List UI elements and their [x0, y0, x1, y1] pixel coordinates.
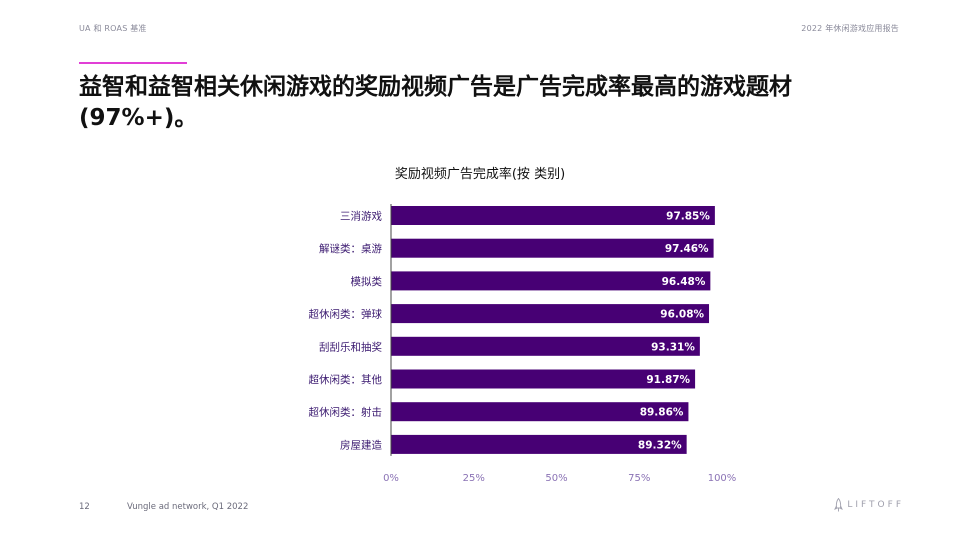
- x-tick-label: 50%: [545, 473, 567, 484]
- category-label: 超休闲类：射击: [309, 406, 383, 419]
- category-label: 三消游戏: [340, 210, 382, 223]
- header-section-label: UA 和 ROAS 基准: [79, 24, 147, 33]
- category-label: 超休闲类：弹球: [309, 308, 383, 321]
- value-label: 97.85%: [666, 211, 710, 223]
- category-label: 超休闲类：其他: [309, 373, 383, 386]
- value-label: 91.87%: [646, 374, 690, 386]
- value-label: 97.46%: [665, 243, 709, 255]
- bar: [391, 336, 700, 356]
- slide-title: 益智和益智相关休闲游戏的奖励视频广告是广告完成率最高的游戏题材 (97%+)。: [79, 74, 792, 131]
- category-label: 解谜类：桌游: [319, 242, 382, 255]
- liftoff-logo: LIFTOFF: [834, 498, 904, 512]
- bar: [391, 369, 696, 389]
- value-label: 96.08%: [660, 309, 704, 321]
- category-label: 模拟类: [351, 275, 383, 288]
- value-label: 89.32%: [638, 439, 682, 451]
- header-report-title: 2022 年休闲游戏应用报告: [801, 24, 899, 33]
- footer-source: Vungle ad network, Q1 2022: [127, 502, 249, 512]
- x-tick-label: 0%: [383, 473, 399, 484]
- value-label: 89.86%: [640, 407, 684, 419]
- bar: [391, 238, 714, 258]
- chart-title: 奖励视频广告完成率(按 类别): [394, 167, 566, 182]
- bar: [391, 402, 689, 422]
- title-accent-line: [79, 62, 187, 64]
- bar: [391, 206, 715, 225]
- page-number: 12: [79, 502, 90, 512]
- x-tick-label: 25%: [463, 473, 485, 484]
- logo-wordmark: LIFTOFF: [847, 500, 904, 510]
- value-label: 93.31%: [651, 341, 695, 353]
- bar: [391, 304, 710, 324]
- bar: [391, 271, 711, 291]
- x-tick-label: 100%: [708, 473, 737, 484]
- x-tick-label: 75%: [628, 473, 650, 484]
- bar: [391, 434, 687, 454]
- rocket-icon: [834, 498, 844, 512]
- category-label: 刮刮乐和抽奖: [319, 340, 382, 353]
- category-label: 房屋建造: [340, 438, 382, 451]
- value-label: 96.48%: [662, 276, 706, 288]
